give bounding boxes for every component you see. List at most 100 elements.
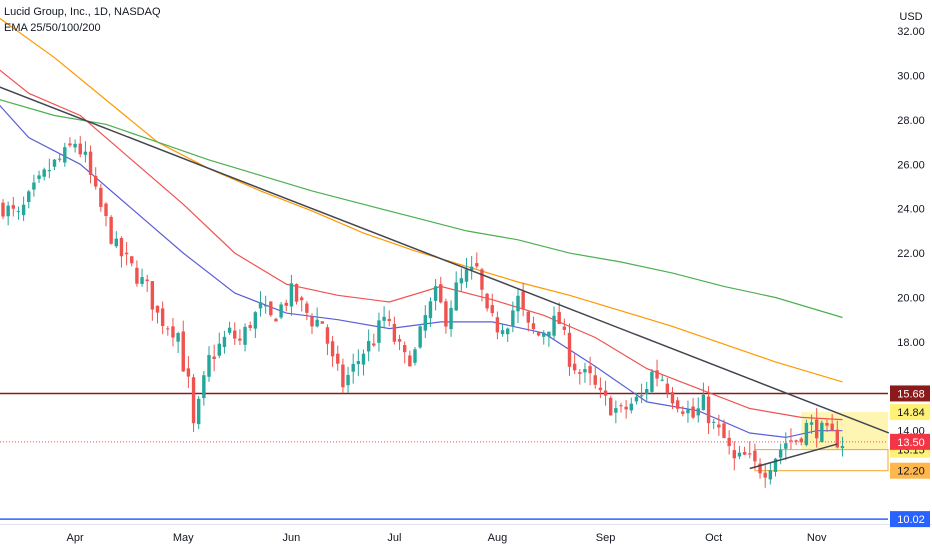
candle[interactable] bbox=[37, 170, 41, 183]
candle[interactable] bbox=[274, 317, 278, 322]
candle[interactable] bbox=[593, 366, 597, 389]
candle[interactable] bbox=[614, 400, 618, 424]
candle[interactable] bbox=[397, 334, 402, 351]
candle[interactable] bbox=[310, 313, 314, 335]
candle[interactable] bbox=[547, 331, 551, 347]
candle[interactable] bbox=[794, 439, 798, 445]
candle[interactable] bbox=[233, 322, 237, 345]
candle[interactable] bbox=[634, 393, 639, 405]
candle[interactable] bbox=[63, 142, 67, 167]
candle[interactable] bbox=[809, 414, 814, 434]
candle[interactable] bbox=[825, 419, 829, 432]
candle[interactable] bbox=[691, 398, 695, 419]
candle[interactable] bbox=[742, 446, 747, 456]
candle[interactable] bbox=[490, 293, 494, 317]
candle[interactable] bbox=[650, 369, 654, 394]
candle[interactable] bbox=[583, 362, 587, 383]
candle[interactable] bbox=[639, 383, 644, 404]
candle[interactable] bbox=[727, 430, 731, 455]
candle[interactable] bbox=[253, 311, 258, 338]
candle[interactable] bbox=[222, 330, 227, 354]
candle[interactable] bbox=[506, 327, 510, 342]
candle[interactable] bbox=[784, 432, 788, 461]
candle[interactable] bbox=[377, 312, 381, 352]
candle[interactable] bbox=[670, 387, 675, 409]
candle[interactable] bbox=[372, 333, 376, 347]
candle[interactable] bbox=[387, 310, 391, 327]
candle[interactable] bbox=[495, 311, 500, 340]
candle[interactable] bbox=[748, 441, 752, 459]
candle[interactable] bbox=[464, 258, 469, 288]
candle[interactable] bbox=[418, 324, 422, 349]
candle[interactable] bbox=[109, 215, 113, 245]
candle[interactable] bbox=[392, 316, 397, 345]
candle[interactable] bbox=[804, 419, 809, 447]
candle[interactable] bbox=[624, 400, 628, 419]
candle[interactable] bbox=[609, 395, 613, 416]
candle[interactable] bbox=[706, 386, 711, 435]
candle[interactable] bbox=[588, 356, 592, 386]
candle[interactable] bbox=[557, 302, 561, 324]
candle[interactable] bbox=[212, 344, 216, 372]
candle[interactable] bbox=[382, 306, 386, 328]
candle[interactable] bbox=[42, 167, 46, 181]
candle[interactable] bbox=[500, 324, 505, 337]
candle[interactable] bbox=[732, 441, 736, 471]
candle[interactable] bbox=[475, 252, 479, 269]
candle[interactable] bbox=[88, 145, 93, 184]
candle[interactable] bbox=[130, 256, 134, 267]
candle[interactable] bbox=[114, 231, 118, 249]
candle[interactable] bbox=[696, 397, 700, 423]
candle[interactable] bbox=[27, 189, 31, 209]
candle[interactable] bbox=[423, 305, 427, 338]
candle[interactable] bbox=[681, 406, 685, 417]
candle[interactable] bbox=[52, 158, 57, 171]
candle[interactable] bbox=[778, 443, 783, 465]
candle[interactable] bbox=[289, 274, 294, 316]
candle[interactable] bbox=[6, 201, 10, 226]
candle[interactable] bbox=[78, 136, 82, 158]
candle[interactable] bbox=[243, 323, 247, 352]
candle[interactable] bbox=[753, 443, 757, 469]
candle[interactable] bbox=[1, 199, 5, 220]
candle[interactable] bbox=[712, 418, 716, 430]
candle[interactable] bbox=[815, 408, 819, 448]
candle[interactable] bbox=[820, 420, 824, 443]
candle[interactable] bbox=[300, 295, 304, 312]
candle[interactable] bbox=[526, 310, 530, 332]
candle[interactable] bbox=[598, 377, 603, 399]
candle[interactable] bbox=[536, 331, 541, 337]
candle[interactable] bbox=[361, 349, 366, 376]
candle[interactable] bbox=[629, 397, 633, 414]
ascending-support-trendline[interactable] bbox=[749, 443, 838, 470]
candle[interactable] bbox=[768, 462, 773, 485]
candle[interactable] bbox=[181, 320, 185, 372]
candle[interactable] bbox=[155, 305, 160, 324]
candle[interactable] bbox=[516, 288, 520, 324]
indicator-label[interactable]: EMA 25/50/100/200 bbox=[4, 22, 101, 34]
candle[interactable] bbox=[542, 330, 546, 345]
candle[interactable] bbox=[94, 167, 98, 190]
candle[interactable] bbox=[655, 359, 659, 387]
candle[interactable] bbox=[238, 329, 242, 346]
candle[interactable] bbox=[439, 276, 443, 304]
candle[interactable] bbox=[258, 291, 263, 317]
candle[interactable] bbox=[428, 297, 433, 328]
candle[interactable] bbox=[32, 174, 36, 197]
candle[interactable] bbox=[403, 341, 407, 364]
candle[interactable] bbox=[351, 353, 355, 384]
candle[interactable] bbox=[758, 458, 762, 479]
candle[interactable] bbox=[104, 202, 108, 227]
candle[interactable] bbox=[701, 382, 706, 411]
candle[interactable] bbox=[356, 349, 361, 377]
candle[interactable] bbox=[469, 256, 474, 280]
candle[interactable] bbox=[799, 437, 803, 446]
candle[interactable] bbox=[191, 374, 196, 433]
candle[interactable] bbox=[150, 281, 155, 321]
candle[interactable] bbox=[315, 307, 319, 328]
candle[interactable] bbox=[717, 414, 721, 436]
candle[interactable] bbox=[269, 301, 273, 317]
candle[interactable] bbox=[686, 400, 690, 423]
candle[interactable] bbox=[16, 206, 21, 220]
